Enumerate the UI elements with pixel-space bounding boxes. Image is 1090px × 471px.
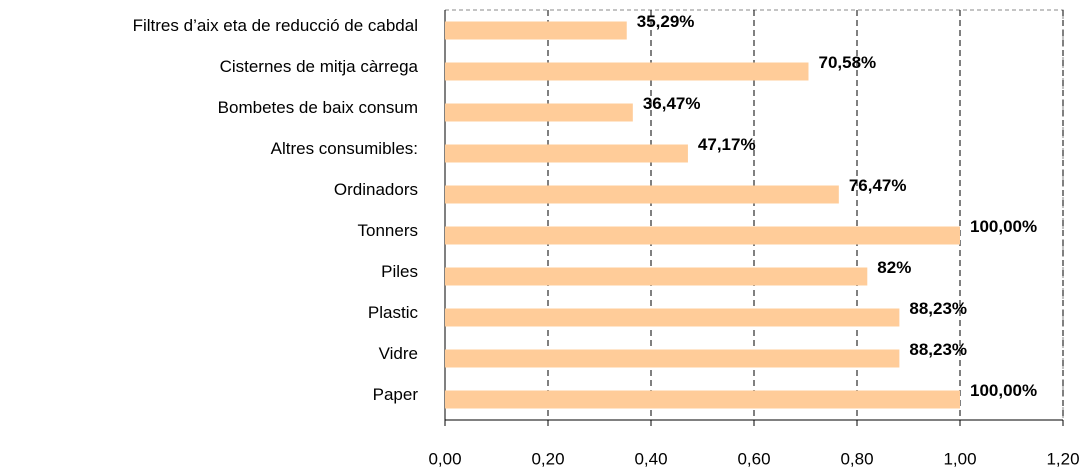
value-label: 76,47%	[849, 176, 907, 195]
y-tick-label: Altres consumibles:	[271, 139, 418, 158]
value-label: 47,17%	[698, 135, 756, 154]
bar	[445, 390, 960, 409]
bar	[445, 62, 809, 81]
y-tick-label: Bombetes de baix consum	[218, 98, 418, 117]
y-tick-label: Tonners	[358, 221, 418, 240]
y-tick-label: Filtres d’aix eta de reducció de cabdal	[133, 16, 418, 35]
bar	[445, 144, 688, 163]
value-label: 100,00%	[970, 381, 1037, 400]
x-tick-label: 0,00	[428, 449, 461, 468]
y-tick-label: Plastic	[368, 303, 419, 322]
value-label: 36,47%	[643, 94, 701, 113]
x-tick-label: 0,80	[840, 449, 873, 468]
bar	[445, 267, 868, 286]
value-label: 100,00%	[970, 217, 1037, 236]
y-tick-label: Piles	[381, 262, 418, 281]
value-label: 88,23%	[909, 299, 967, 318]
x-tick-label: 0,20	[531, 449, 564, 468]
value-label: 35,29%	[637, 12, 695, 31]
bar	[445, 226, 960, 245]
bar	[445, 308, 900, 327]
x-tick-label: 0,40	[634, 449, 667, 468]
x-tick-label: 0,60	[737, 449, 770, 468]
y-tick-label: Vidre	[379, 344, 418, 363]
value-label: 88,23%	[909, 340, 967, 359]
y-tick-label: Paper	[373, 385, 419, 404]
x-tick-label: 1,00	[943, 449, 976, 468]
bar	[445, 103, 633, 122]
value-label: 82%	[877, 258, 911, 277]
y-tick-label: Ordinadors	[334, 180, 418, 199]
y-tick-label: Cisternes de mitja càrrega	[220, 57, 419, 76]
bar	[445, 21, 627, 40]
bar	[445, 185, 839, 204]
x-tick-label: 1,20	[1046, 449, 1079, 468]
bar	[445, 349, 900, 368]
value-label: 70,58%	[818, 53, 876, 72]
